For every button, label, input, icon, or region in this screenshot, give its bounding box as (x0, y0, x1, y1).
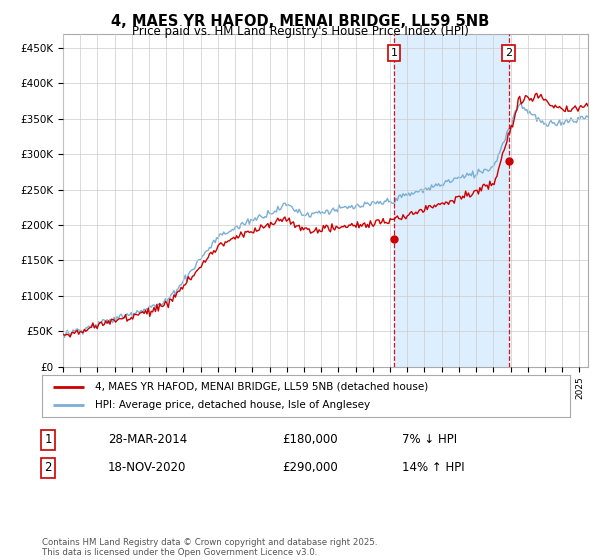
Text: 18-NOV-2020: 18-NOV-2020 (108, 461, 187, 474)
Bar (394, 34, 509, 367)
Text: £180,000: £180,000 (282, 433, 338, 446)
Text: 14% ↑ HPI: 14% ↑ HPI (402, 461, 464, 474)
Text: 2: 2 (505, 48, 512, 58)
Text: Price paid vs. HM Land Registry's House Price Index (HPI): Price paid vs. HM Land Registry's House … (131, 25, 469, 38)
Text: £290,000: £290,000 (282, 461, 338, 474)
Text: 2: 2 (44, 461, 52, 474)
Text: 4, MAES YR HAFOD, MENAI BRIDGE, LL59 5NB: 4, MAES YR HAFOD, MENAI BRIDGE, LL59 5NB (111, 14, 489, 29)
Text: 1: 1 (44, 433, 52, 446)
Text: Contains HM Land Registry data © Crown copyright and database right 2025.
This d: Contains HM Land Registry data © Crown c… (42, 538, 377, 557)
Text: HPI: Average price, detached house, Isle of Anglesey: HPI: Average price, detached house, Isle… (95, 400, 370, 410)
Text: 28-MAR-2014: 28-MAR-2014 (108, 433, 187, 446)
Text: 7% ↓ HPI: 7% ↓ HPI (402, 433, 457, 446)
Text: 4, MAES YR HAFOD, MENAI BRIDGE, LL59 5NB (detached house): 4, MAES YR HAFOD, MENAI BRIDGE, LL59 5NB… (95, 382, 428, 392)
Text: 1: 1 (391, 48, 398, 58)
